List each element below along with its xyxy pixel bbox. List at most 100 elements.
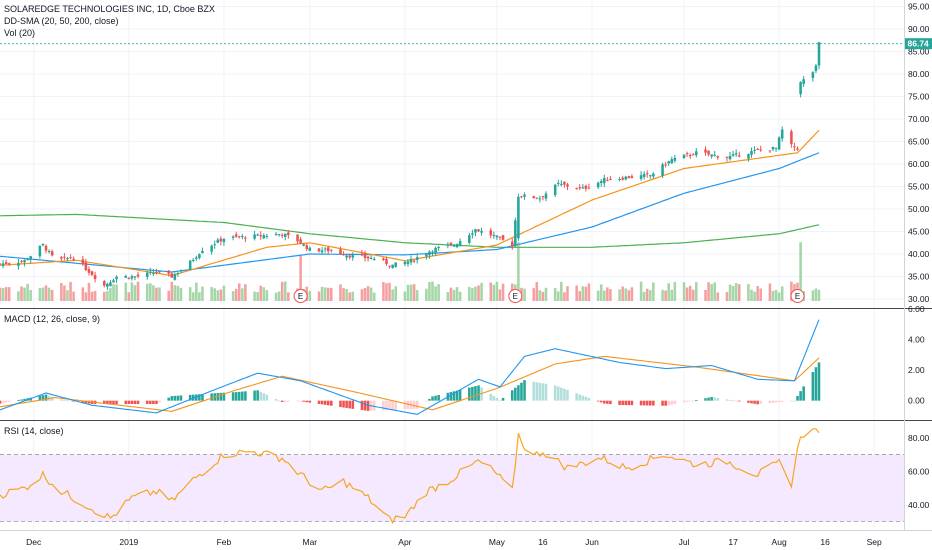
- candle-body: [326, 247, 330, 252]
- candle-body: [191, 259, 195, 261]
- macd-histogram-bar: [627, 400, 631, 406]
- candle-body: [296, 234, 299, 242]
- volume-bar: [642, 291, 646, 301]
- candle-body: [474, 229, 477, 233]
- macd-histogram-bar: [372, 400, 376, 411]
- volume-bar: [339, 284, 342, 301]
- candle-body: [133, 276, 137, 278]
- price-tick-label: 35.00: [908, 272, 930, 282]
- volume-bar: [409, 284, 413, 301]
- candle-body: [87, 269, 91, 273]
- volume-bar: [351, 291, 355, 301]
- volume-bar: [280, 281, 284, 301]
- volume-bar: [388, 282, 391, 301]
- candle-body: [406, 261, 410, 264]
- time-tick-label: Jul: [679, 537, 690, 547]
- candle-body: [639, 175, 643, 179]
- sma-legend[interactable]: DD-SMA (20, 50, 200, close): [4, 16, 119, 26]
- rsi-legend[interactable]: RSI (14, close): [4, 426, 64, 436]
- time-axis[interactable]: Dec 2019 Feb Mar Apr May 16 Jun Jul 17 Aug 16 Sep: [26, 537, 882, 547]
- sma-lines: [0, 129, 820, 277]
- macd-axis[interactable]: 6.00 4.00 2.00 0.00: [908, 304, 925, 406]
- candle-body: [308, 247, 312, 251]
- macd-histogram-bar: [468, 387, 471, 401]
- macd-histogram-bar: [501, 397, 505, 401]
- volume-bar: [489, 282, 493, 301]
- macd-histogram-bar: [532, 381, 536, 401]
- volume-bar: [382, 281, 385, 301]
- volume-bar: [7, 287, 11, 301]
- volume-bar: [474, 286, 477, 301]
- macd-histogram-bar: [796, 395, 799, 401]
- candle-body: [112, 280, 115, 283]
- candle-body: [713, 154, 716, 156]
- candle-body: [277, 234, 281, 236]
- candle-body: [299, 239, 302, 244]
- volume-bar: [431, 281, 434, 301]
- rsi-axis[interactable]: 80.00 60.00 40.00: [908, 433, 930, 510]
- volume-bar: [771, 290, 775, 301]
- volume-bar: [725, 292, 729, 301]
- volume-bar: [41, 287, 45, 301]
- macd-histogram-bar: [302, 400, 305, 402]
- volume-bar: [639, 281, 643, 301]
- candle-body: [621, 177, 624, 180]
- candle-body: [330, 249, 333, 251]
- macd-histogram-bar: [130, 400, 134, 404]
- candle-body: [274, 233, 278, 236]
- price-tick-label: 95.00: [908, 2, 930, 12]
- volume-bar: [811, 290, 815, 301]
- volume-bar: [523, 288, 526, 301]
- symbol-title[interactable]: SOLAREDGE TECHNOLOGIES INC, 1D, Cboe BZX: [4, 4, 215, 14]
- candle-body: [652, 173, 655, 177]
- volume-bar: [560, 281, 563, 301]
- volume-bar: [372, 292, 376, 301]
- volume-bar: [535, 282, 539, 301]
- macd-histogram-bar: [452, 391, 456, 401]
- volume-bar: [584, 286, 588, 301]
- macd-histogram-bar: [753, 400, 756, 404]
- candle-body: [149, 271, 152, 273]
- candle-body: [753, 149, 756, 151]
- macd-histogram-bar: [265, 394, 269, 401]
- macd-legend[interactable]: MACD (12, 26, close, 9): [4, 314, 100, 324]
- volume-bar: [170, 281, 174, 301]
- volume-bar: [532, 288, 536, 301]
- candle-body: [642, 174, 646, 177]
- earnings-marker-icon: [508, 289, 523, 303]
- volume-bar: [710, 283, 713, 301]
- candle-body: [704, 149, 707, 153]
- volume-legend[interactable]: Vol (20): [4, 28, 35, 38]
- candle-body: [222, 238, 226, 243]
- candle-body: [425, 254, 428, 257]
- volume-bar: [458, 291, 462, 301]
- macd-histogram-bar: [216, 393, 220, 401]
- candle-body: [72, 258, 75, 260]
- macd-histogram-bar: [84, 400, 88, 404]
- time-tick-label: Feb: [217, 537, 232, 547]
- volume-bar: [210, 287, 213, 301]
- candle-body: [535, 197, 539, 199]
- candle-body: [155, 271, 158, 273]
- macd-histogram-bar: [630, 400, 634, 406]
- macd-histogram-bar: [639, 400, 643, 406]
- candle-body: [649, 175, 652, 177]
- volume-bar: [553, 287, 557, 301]
- volume-bar: [618, 289, 621, 301]
- volume-bar: [216, 290, 220, 301]
- macd-histogram-bar: [170, 396, 174, 401]
- volume-bar: [308, 290, 312, 301]
- candle-body: [737, 155, 741, 157]
- macd-histogram-bar: [535, 382, 539, 401]
- candle-body: [20, 260, 23, 262]
- macd-histogram-bar: [262, 393, 266, 401]
- macd-histogram-bar: [563, 388, 566, 401]
- candle-body: [768, 150, 772, 152]
- macd-histogram-bar: [351, 400, 355, 409]
- candle-body: [790, 131, 793, 145]
- price-axis[interactable]: 95.00 90.00 85.00 80.00 75.00 70.00 65.00 60.00…: [908, 2, 930, 305]
- volume-bar: [471, 288, 474, 301]
- macd-histogram-bar: [287, 400, 290, 402]
